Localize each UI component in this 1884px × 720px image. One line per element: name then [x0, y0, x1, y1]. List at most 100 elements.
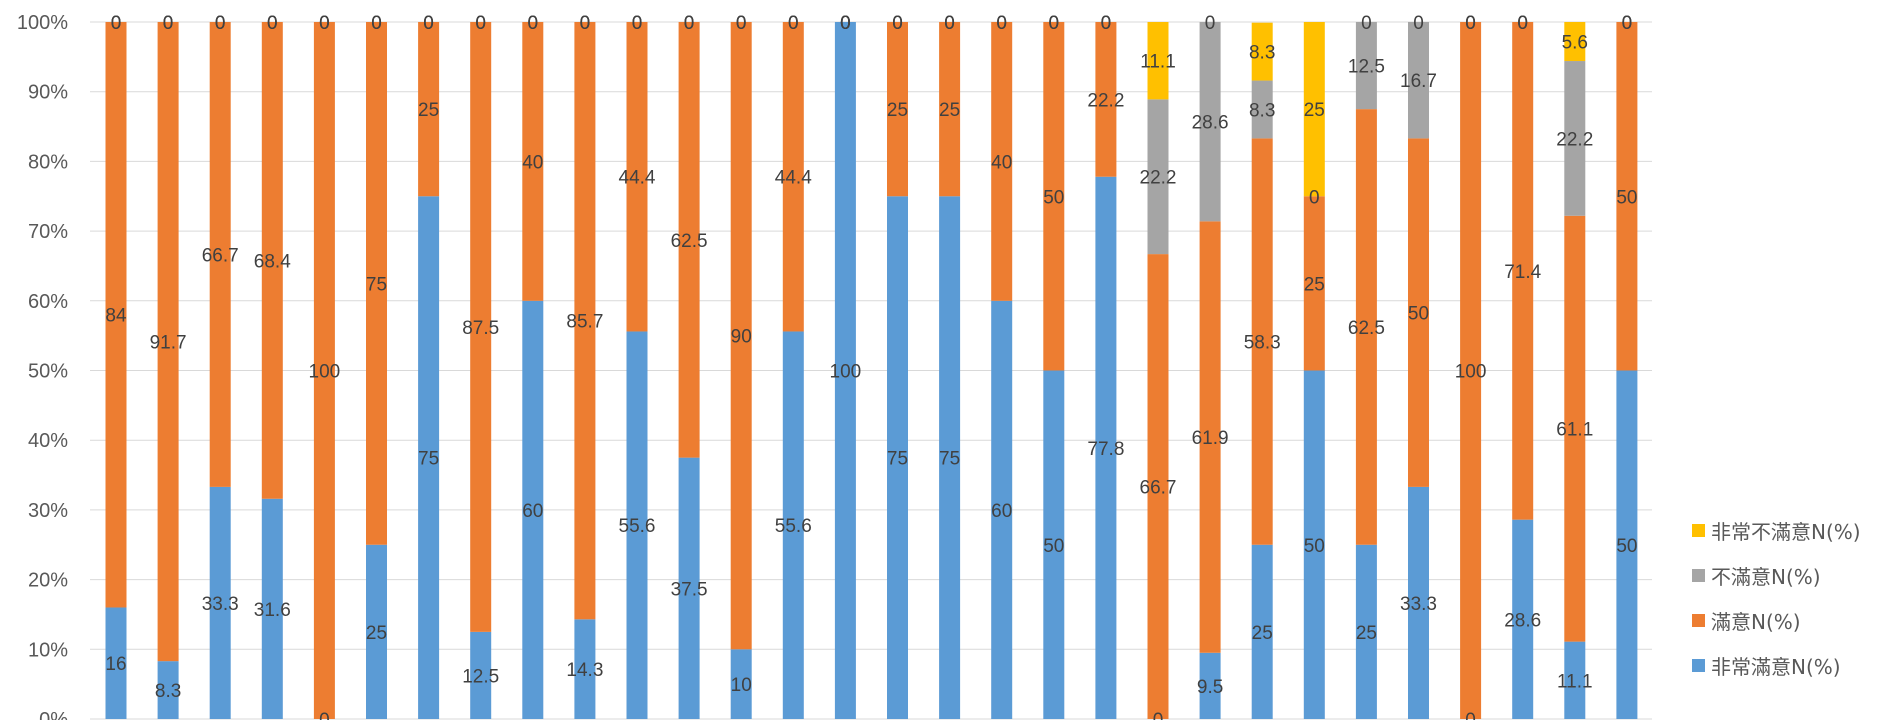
legend-swatch-satisfied [1692, 614, 1705, 627]
data-label: 0 [1465, 13, 1476, 34]
bar-segment [1408, 138, 1429, 487]
bar-segment [1564, 22, 1586, 62]
data-label: 50 [1616, 187, 1637, 208]
data-label: 58.3 [1244, 333, 1281, 354]
data-label: 0 [1517, 13, 1528, 34]
data-label: 0 [267, 13, 278, 34]
data-label: 0 [1153, 710, 1164, 720]
data-label: 14.3 [566, 660, 603, 681]
bar-segment [209, 22, 231, 487]
data-label: 8.3 [1249, 43, 1275, 64]
data-label: 0 [892, 13, 903, 34]
bar-segment [418, 22, 440, 197]
bar-segment [1095, 22, 1117, 177]
legend-label-dissatisfied: 不滿意N(%) [1711, 565, 1821, 589]
bar-segment [1355, 544, 1377, 719]
y-tick-label: 0% [39, 709, 68, 720]
data-label: 44.4 [775, 168, 812, 189]
data-label: 100 [1455, 362, 1487, 383]
legend-item-satisfied: 滿意N(%) [1692, 598, 1882, 643]
bar-segment [1355, 22, 1377, 110]
data-label: 25 [1356, 623, 1377, 644]
data-label: 0 [1049, 13, 1060, 34]
data-label: 22.2 [1140, 168, 1177, 189]
bar-segment [1616, 370, 1638, 719]
data-label: 84 [105, 306, 127, 327]
data-label: 85.7 [566, 312, 603, 333]
data-label: 50 [1408, 304, 1429, 325]
y-tick-label: 20% [28, 570, 68, 592]
bar-segment [887, 22, 908, 197]
data-label: 0 [1205, 13, 1216, 34]
bar-segment [1303, 370, 1325, 719]
data-label: 0 [1361, 13, 1372, 34]
data-label: 50 [1043, 536, 1064, 557]
bar-segment [574, 619, 596, 719]
y-tick-label: 80% [28, 151, 68, 173]
data-label: 0 [163, 13, 174, 34]
data-label: 91.7 [150, 333, 187, 354]
data-label: 55.6 [775, 516, 812, 537]
data-label: 11.1 [1140, 52, 1176, 73]
data-label: 0 [736, 13, 747, 34]
legend-item-dissatisfied: 不滿意N(%) [1692, 553, 1882, 598]
data-label: 50 [1304, 536, 1325, 557]
bar-segment [1147, 22, 1169, 100]
legend-swatch-very-dissatisfied [1692, 524, 1705, 537]
data-label: 0 [1309, 187, 1320, 208]
data-label: 0 [267, 13, 278, 34]
data-label: 0 [684, 13, 695, 34]
data-label: 0 [580, 13, 591, 34]
data-label: 0 [1465, 13, 1476, 34]
bar-segment [1147, 254, 1169, 719]
data-label: 12.5 [462, 666, 499, 687]
data-label: 10 [731, 675, 752, 696]
data-label: 61.1 [1556, 420, 1593, 441]
data-label: 0 [1622, 13, 1633, 34]
bar-segment [1147, 99, 1169, 255]
bar-segment [782, 22, 804, 332]
data-label: 0 [944, 13, 955, 34]
legend-label-very-dissatisfied: 非常不滿意N(%) [1711, 520, 1861, 544]
data-label: 0 [788, 13, 799, 34]
legend-label-satisfied: 滿意N(%) [1711, 610, 1801, 634]
bar-segment [1251, 80, 1273, 139]
data-label: 28.6 [1504, 610, 1541, 631]
legend-swatch-very-satisfied [1692, 659, 1705, 672]
bar-segment [157, 661, 179, 719]
data-label: 100 [309, 362, 341, 383]
data-label: 0 [371, 13, 382, 34]
data-label: 40 [991, 152, 1012, 173]
bar-segment [261, 498, 283, 719]
bar-segment [991, 22, 1013, 301]
data-label: 0 [1413, 13, 1424, 34]
data-label: 68.4 [254, 251, 291, 272]
bar-segment [730, 649, 752, 719]
data-label: 0 [580, 13, 591, 34]
y-tick-label: 90% [28, 82, 68, 104]
data-label: 22.2 [1087, 90, 1124, 111]
data-label: 0 [996, 13, 1007, 34]
data-label: 0 [319, 710, 330, 720]
data-label: 11.1 [1557, 671, 1593, 692]
bar-segment [522, 300, 544, 719]
data-label: 75 [939, 449, 960, 470]
data-label: 31.6 [254, 600, 291, 621]
bar-segment [1251, 544, 1273, 719]
data-label: 50 [1043, 187, 1064, 208]
bar-segment [1564, 641, 1586, 719]
data-label: 0 [1517, 13, 1528, 34]
data-label: 0 [215, 13, 226, 34]
data-label: 0 [840, 13, 851, 34]
data-label: 37.5 [671, 579, 708, 600]
bar-segment [470, 631, 492, 719]
data-label: 77.8 [1087, 439, 1124, 460]
bar-segment [261, 22, 283, 499]
bar-segment [939, 196, 961, 719]
bar-segment [1512, 519, 1534, 719]
bar-segment [1199, 22, 1221, 222]
data-label: 0 [111, 13, 122, 34]
bar-segment [313, 22, 335, 719]
y-tick-label: 40% [28, 430, 68, 452]
